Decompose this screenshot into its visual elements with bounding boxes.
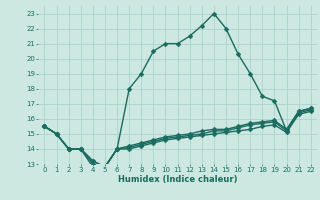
X-axis label: Humidex (Indice chaleur): Humidex (Indice chaleur) (118, 175, 237, 184)
